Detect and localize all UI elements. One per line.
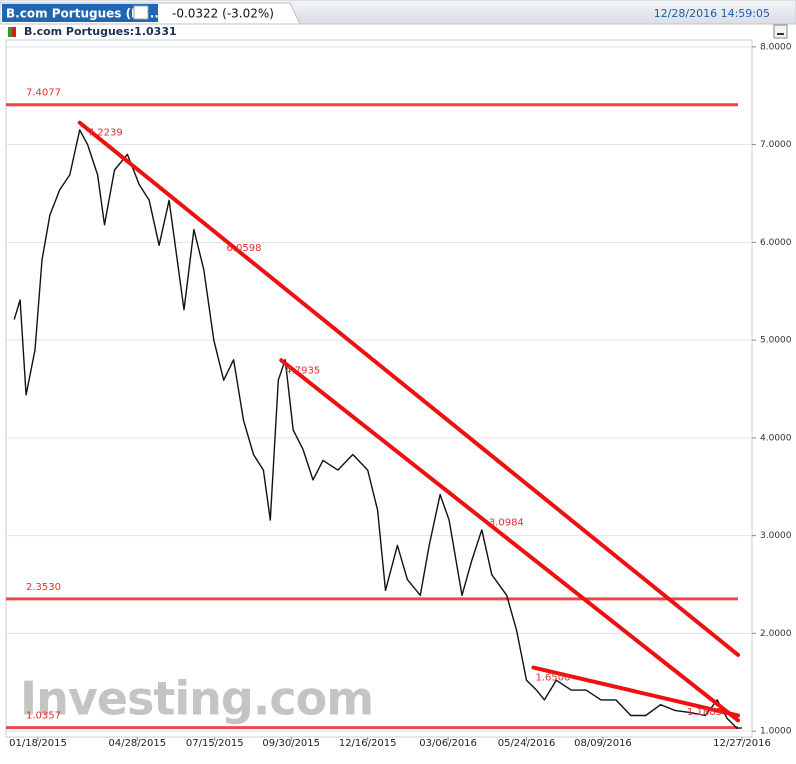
legend-icon-up bbox=[8, 27, 12, 37]
x-tick-label: 08/09/2016 bbox=[574, 738, 632, 749]
x-tick-label: 03/06/2016 bbox=[419, 738, 477, 749]
trend-line bbox=[531, 665, 741, 718]
timestamp: 12/28/2016 14:59:05 bbox=[654, 7, 770, 20]
x-tick-label: 04/28/2015 bbox=[108, 738, 166, 749]
x-tick-label: 07/15/2015 bbox=[186, 738, 244, 749]
tab-icon[interactable] bbox=[133, 5, 149, 20]
trend-label: 1.6500 bbox=[535, 673, 570, 684]
y-tick-label: 5.0000 bbox=[760, 336, 792, 346]
trend-line bbox=[279, 358, 741, 723]
price-line bbox=[13, 129, 743, 729]
watermark: Investing.com bbox=[20, 672, 373, 726]
change: -0.0322 (-3.02%) bbox=[172, 7, 274, 21]
trend-label: 6.0598 bbox=[227, 243, 262, 254]
y-tick-label: 1.0000 bbox=[760, 727, 792, 737]
tab-title-bg[interactable] bbox=[2, 4, 158, 22]
y-tick-label: 4.0000 bbox=[760, 433, 792, 443]
x-tick-label: 12/16/2015 bbox=[339, 738, 397, 749]
y-tick-label: 2.0000 bbox=[760, 629, 792, 639]
legend-label: B.com Portugues:1.0331 bbox=[24, 25, 177, 38]
legend-icon-down bbox=[12, 27, 16, 37]
level-label: 7.4077 bbox=[26, 88, 61, 99]
x-tick-label: 09/30/2015 bbox=[262, 738, 320, 749]
plot-frame bbox=[5, 39, 753, 738]
trend-label: 7.2239 bbox=[88, 128, 123, 139]
trend-label: 1.1883 bbox=[687, 707, 722, 718]
trend-line bbox=[77, 120, 741, 657]
trend-label: 4.7935 bbox=[285, 365, 320, 376]
level-label: 2.3530 bbox=[26, 582, 61, 593]
y-tick-label: 3.0000 bbox=[760, 531, 792, 541]
x-tick-label: 05/24/2016 bbox=[498, 738, 556, 749]
x-tick-label: 01/18/2015 bbox=[9, 738, 67, 749]
minimize-button[interactable] bbox=[773, 24, 788, 39]
trend-label: 3.0984 bbox=[489, 517, 524, 528]
tab-title[interactable]: B.com Portugues (Di... bbox=[6, 7, 159, 21]
y-tick-label: 8.0000 bbox=[760, 42, 792, 52]
y-tick-label: 7.0000 bbox=[760, 140, 792, 150]
y-tick-label: 6.0000 bbox=[760, 238, 792, 248]
level-label: 1.0357 bbox=[26, 711, 61, 722]
x-tick-label: 12/27/2016 bbox=[713, 738, 771, 749]
